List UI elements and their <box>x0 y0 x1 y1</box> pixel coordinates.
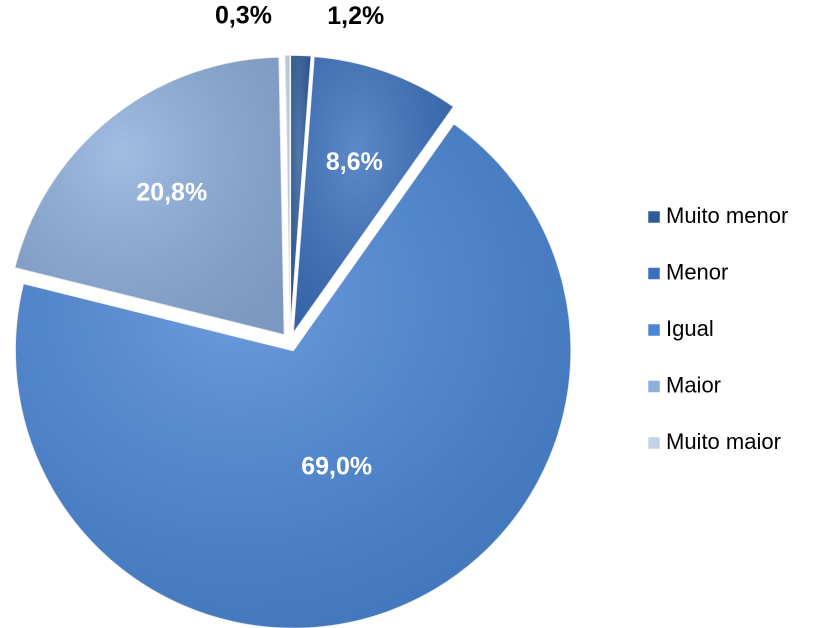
data-label: 8,6% <box>326 148 383 176</box>
legend-label: Menor <box>666 259 728 284</box>
legend-marker <box>647 436 661 450</box>
data-label: 69,0% <box>301 452 372 480</box>
legend-label: Muito maior <box>666 429 781 454</box>
data-label: 20,8% <box>136 178 207 206</box>
slice-shading <box>293 56 454 334</box>
legend-label: Igual <box>666 316 714 341</box>
slice-shading <box>14 57 285 335</box>
slice-shading <box>284 55 290 334</box>
legend-marker <box>647 210 661 224</box>
legend-marker <box>647 380 661 393</box>
legend-label: Maior <box>666 372 721 397</box>
slice-shading <box>290 55 312 334</box>
data-label: 0,3% <box>215 2 272 30</box>
data-label: 1,2% <box>327 2 384 30</box>
slice-shading <box>15 123 572 628</box>
legend-marker <box>647 323 661 337</box>
legend-marker <box>647 267 661 280</box>
legend-label: Muito menor <box>666 203 788 228</box>
